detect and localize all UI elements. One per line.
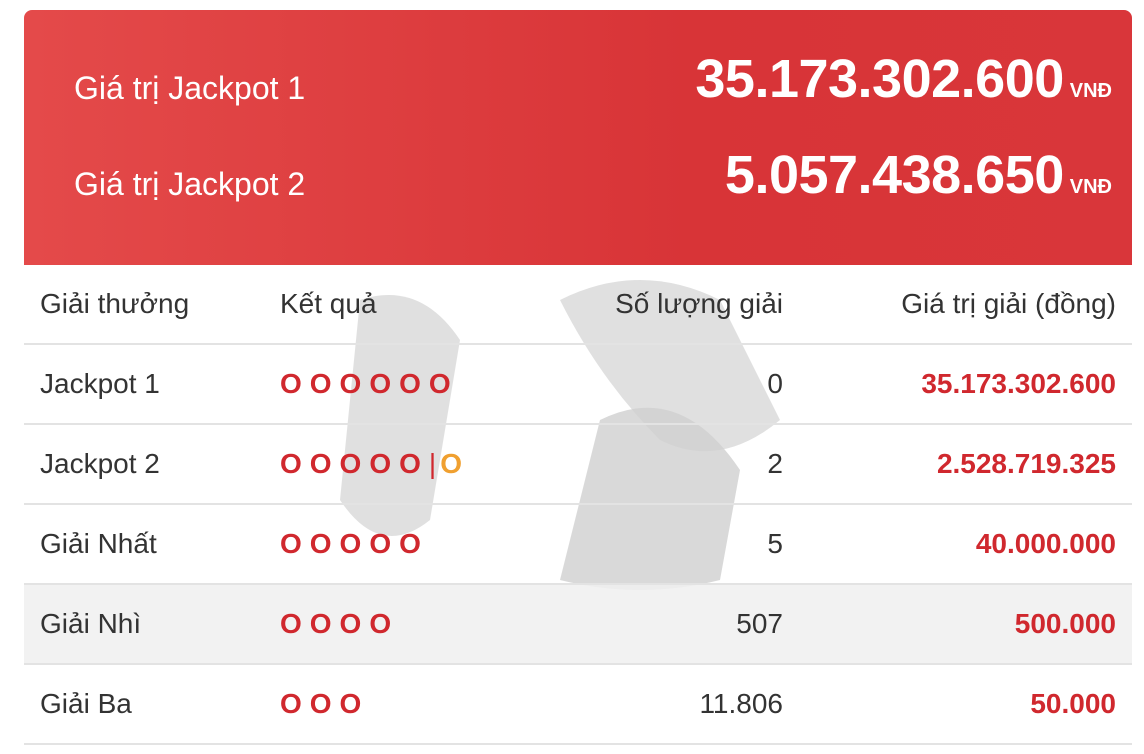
prize-value: 500.000 xyxy=(1014,608,1116,639)
result-balls: OOOOOO xyxy=(280,368,459,399)
separator: | xyxy=(428,448,441,479)
jackpot-label: Giá trị Jackpot 2 xyxy=(74,166,306,202)
result-balls: OOOO xyxy=(280,608,400,639)
prize-name: Giải Nhì xyxy=(40,608,142,639)
jackpot-value: 5.057.438.650 VNĐ xyxy=(725,144,1112,206)
prize-value: 2.528.719.325 xyxy=(936,448,1116,479)
winner-count: 0 xyxy=(767,368,783,399)
extra-ball: O xyxy=(440,448,462,479)
winner-count: 507 xyxy=(736,608,783,639)
prize-row: Jackpot 2 OOOOO|O 2 2.528.719.325 xyxy=(24,425,1132,505)
jackpot-value: 35.173.302.600 VNĐ xyxy=(695,48,1112,110)
prize-value: 40.000.000 xyxy=(975,528,1116,559)
currency: VNĐ xyxy=(1069,176,1112,198)
jackpot-amount: 5.057.438.650 xyxy=(724,145,1064,205)
prize-row: Giải Nhất OOOOO 5 40.000.000 xyxy=(24,505,1132,585)
prize-row: Giải Nhì OOOO 507 500.000 xyxy=(24,585,1132,665)
column-header: Giải thưởng xyxy=(40,288,190,319)
prize-row: Giải Ba OOO 11.806 50.000 xyxy=(24,665,1132,745)
jackpot-banner: Giá trị Jackpot 1 35.173.302.600 VNĐ Giá … xyxy=(24,10,1132,265)
prize-row: Jackpot 1 OOOOOO 0 35.173.302.600 xyxy=(24,345,1132,425)
result-balls: OOO xyxy=(280,688,370,719)
result-balls: OOOOO xyxy=(280,528,429,559)
result: OOO xyxy=(280,665,369,743)
result: OOOOOO xyxy=(280,345,459,423)
result: OOOOO|O xyxy=(280,425,462,503)
jackpot-label: Giá trị Jackpot 1 xyxy=(74,70,306,106)
prize-name: Jackpot 2 xyxy=(40,448,160,479)
column-header: Số lượng giải xyxy=(615,288,783,319)
column-header: Giá trị giải (đồng) xyxy=(901,288,1116,319)
jackpot-amount: 35.173.302.600 xyxy=(695,49,1064,109)
prize-name: Giải Nhất xyxy=(40,528,157,559)
currency: VNĐ xyxy=(1069,80,1112,102)
prize-name: Jackpot 1 xyxy=(40,368,160,399)
jackpot-row: Giá trị Jackpot 2 5.057.438.650 VNĐ xyxy=(24,144,1132,224)
result-balls: OOOOO xyxy=(280,448,429,479)
prize-value: 35.173.302.600 xyxy=(921,368,1116,399)
winner-count: 11.806 xyxy=(699,688,783,719)
prize-value: 50.000 xyxy=(1030,688,1116,719)
header-row: Giải thưởng Kết quả Số lượng giải Giá trị g… xyxy=(24,265,1132,345)
result: OOOO xyxy=(280,585,399,663)
prize-name: Giải Ba xyxy=(40,688,132,719)
winner-count: 2 xyxy=(767,448,783,479)
column-header: Kết quả xyxy=(280,288,377,319)
winner-count: 5 xyxy=(767,528,783,559)
prize-table: Giải thưởng Kết quả Số lượng giải Giá trị g… xyxy=(24,265,1132,745)
result: OOOOO xyxy=(280,505,429,583)
jackpot-row: Giá trị Jackpot 1 35.173.302.600 VNĐ xyxy=(24,48,1132,128)
